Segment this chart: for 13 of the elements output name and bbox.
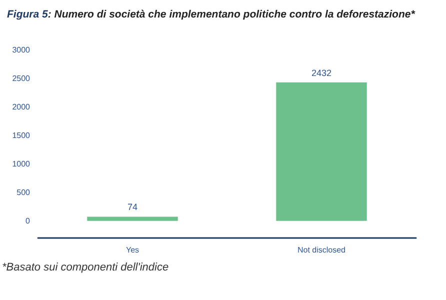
y-tick-label: 1000 — [12, 159, 31, 168]
data-label: 74 — [127, 202, 138, 212]
y-tick-label: 0 — [26, 216, 31, 226]
x-tick-label: Yes — [126, 246, 140, 254]
text: *Basato sui componenti dell'indice — [2, 262, 169, 274]
data-label: 2432 — [311, 68, 332, 78]
y-tick-label: 2500 — [12, 74, 31, 83]
y-tick-label: 500 — [16, 188, 31, 197]
y-tick-label: 2000 — [12, 102, 31, 112]
x-tick-label: Not disclosed — [297, 246, 346, 254]
y-tick-label: 3000 — [12, 46, 31, 54]
chart-title: Figura 5: Numero di società che implementano politiche contro la deforestazione* — [7, 8, 416, 20]
y-tick-label: 1500 — [12, 130, 31, 140]
